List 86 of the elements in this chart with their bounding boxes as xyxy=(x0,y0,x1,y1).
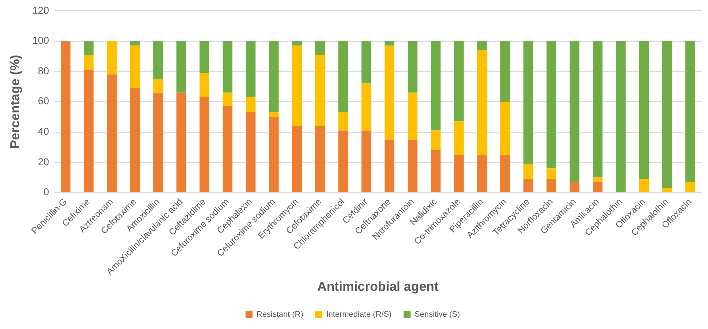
bar xyxy=(500,155,510,192)
bar xyxy=(107,41,117,75)
bar xyxy=(454,155,464,192)
bar xyxy=(500,41,510,102)
bar xyxy=(338,112,348,131)
bar xyxy=(154,79,164,93)
bar xyxy=(593,41,603,178)
bar xyxy=(384,41,395,46)
bar xyxy=(200,41,210,74)
bar xyxy=(454,41,464,122)
bar xyxy=(384,46,395,140)
bar xyxy=(362,41,372,84)
y-tick-label: 80 xyxy=(38,66,50,78)
bar xyxy=(130,41,140,46)
y-tick-label: 40 xyxy=(38,127,50,138)
bar xyxy=(570,182,580,192)
bar xyxy=(315,126,326,192)
bar xyxy=(338,41,348,113)
bar xyxy=(269,41,279,113)
bar xyxy=(477,41,488,50)
x-axis-title: Antimicrobial agent xyxy=(317,278,440,294)
bar xyxy=(338,130,348,192)
legend-label: Sensitive (S) xyxy=(414,310,461,320)
bar xyxy=(315,41,326,55)
legend-label: Intermediate (R/S) xyxy=(326,310,392,320)
bar xyxy=(362,130,372,192)
bar xyxy=(154,41,164,80)
bar xyxy=(408,140,418,192)
bar xyxy=(431,150,441,192)
bar xyxy=(662,41,672,188)
legend-label: Resistant (R) xyxy=(256,310,304,320)
bar xyxy=(222,92,233,106)
bar xyxy=(362,84,372,131)
bar xyxy=(292,41,302,46)
bar xyxy=(222,106,233,192)
bar xyxy=(176,41,186,93)
bar xyxy=(130,88,140,192)
bar xyxy=(200,73,210,98)
bar xyxy=(570,41,580,182)
y-tick-label: 100 xyxy=(32,36,50,48)
bar xyxy=(454,122,464,156)
bar xyxy=(60,41,71,192)
bar xyxy=(130,46,140,88)
bar xyxy=(500,102,510,156)
bar xyxy=(269,112,279,118)
bar xyxy=(546,41,556,169)
y-tick-label: 0 xyxy=(44,188,50,199)
y-axis-title: Percentage (%) xyxy=(7,54,22,149)
bar xyxy=(477,155,488,192)
bar xyxy=(200,97,210,192)
bar xyxy=(246,41,256,98)
bar xyxy=(524,164,534,180)
bar xyxy=(524,179,534,192)
bar xyxy=(246,112,256,192)
bar xyxy=(477,50,488,156)
bar xyxy=(84,70,94,192)
y-tick-label: 120 xyxy=(32,6,50,17)
bar xyxy=(176,92,186,192)
bar xyxy=(107,74,117,192)
bar xyxy=(593,178,603,182)
bar xyxy=(84,54,94,70)
bar xyxy=(686,182,696,192)
bar xyxy=(662,188,672,192)
bar xyxy=(315,54,326,126)
bar xyxy=(269,117,279,192)
bar xyxy=(154,92,164,192)
bar xyxy=(292,46,302,126)
y-tick-label: 20 xyxy=(38,157,50,168)
bar xyxy=(524,41,534,164)
bar xyxy=(639,179,650,192)
bar xyxy=(593,182,603,192)
bar xyxy=(246,97,256,113)
bar xyxy=(292,126,302,192)
bar xyxy=(686,41,696,182)
bar xyxy=(546,168,556,180)
bar xyxy=(84,41,94,55)
bar xyxy=(408,41,418,93)
y-tick-label: 60 xyxy=(38,96,50,108)
bar xyxy=(431,41,441,131)
bar xyxy=(408,92,418,140)
bar xyxy=(616,41,626,192)
bar xyxy=(431,130,441,150)
bar xyxy=(222,41,233,93)
bar xyxy=(384,140,395,192)
bar xyxy=(639,41,650,180)
bar xyxy=(546,179,556,192)
